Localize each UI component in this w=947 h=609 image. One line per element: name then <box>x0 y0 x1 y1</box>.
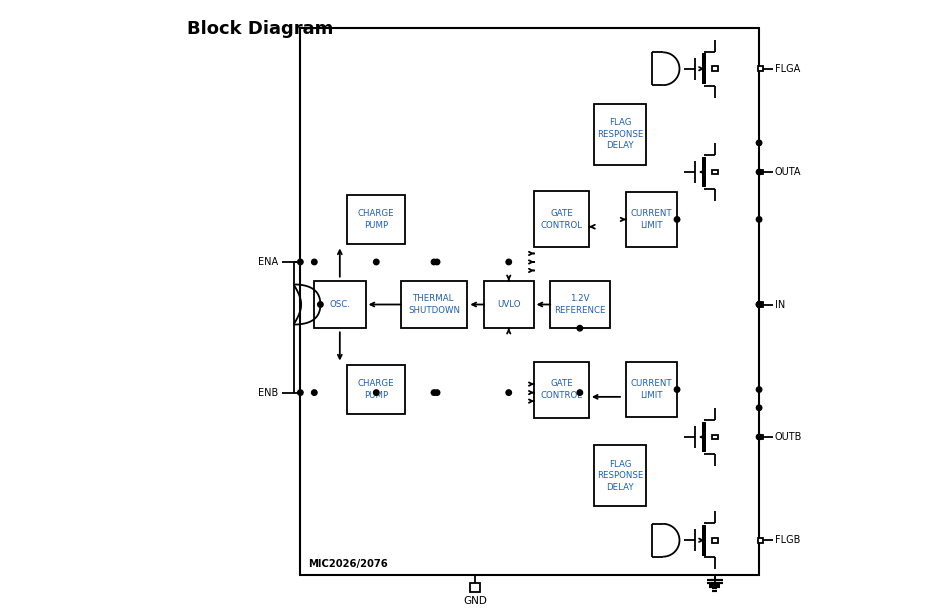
Bar <box>534 362 589 418</box>
Circle shape <box>435 390 439 395</box>
Circle shape <box>431 259 437 265</box>
Text: OUTA: OUTA <box>775 167 801 177</box>
Circle shape <box>757 405 761 410</box>
Circle shape <box>506 259 511 265</box>
Circle shape <box>674 217 680 222</box>
Bar <box>712 66 719 71</box>
Text: CURRENT
LIMIT: CURRENT LIMIT <box>631 379 672 400</box>
Text: GND: GND <box>463 596 488 606</box>
Text: IN: IN <box>775 300 785 309</box>
Circle shape <box>317 302 323 307</box>
Text: GATE
CONTROL: GATE CONTROL <box>541 379 582 400</box>
Circle shape <box>757 140 761 146</box>
Bar <box>534 191 589 247</box>
Circle shape <box>373 259 379 265</box>
Bar <box>348 195 405 244</box>
Text: CURRENT
LIMIT: CURRENT LIMIT <box>631 209 672 230</box>
Text: OSC.: OSC. <box>330 300 350 309</box>
Bar <box>300 28 759 575</box>
Circle shape <box>674 387 680 392</box>
Bar <box>759 538 763 543</box>
Bar <box>626 192 677 247</box>
Bar <box>759 170 763 174</box>
Text: OUTB: OUTB <box>775 432 802 442</box>
Text: THERMAL
SHUTDOWN: THERMAL SHUTDOWN <box>408 294 460 315</box>
Bar <box>759 302 763 307</box>
Circle shape <box>373 390 379 395</box>
Bar <box>759 435 763 439</box>
Circle shape <box>312 259 317 265</box>
Circle shape <box>297 259 303 265</box>
Bar <box>314 281 366 328</box>
Circle shape <box>757 302 761 307</box>
Text: FLAG
RESPONSE
DELAY: FLAG RESPONSE DELAY <box>597 460 643 492</box>
Bar <box>550 281 610 328</box>
Circle shape <box>312 390 317 395</box>
Circle shape <box>577 390 582 395</box>
Bar <box>712 435 719 439</box>
Text: UVLO: UVLO <box>497 300 521 309</box>
Bar <box>594 445 646 506</box>
Text: MIC2026/2076: MIC2026/2076 <box>308 559 388 569</box>
Text: ENA: ENA <box>258 257 277 267</box>
Circle shape <box>431 390 437 395</box>
Bar <box>712 170 719 174</box>
Text: ENB: ENB <box>258 387 277 398</box>
Circle shape <box>297 390 303 395</box>
Text: 1.2V
REFERENCE: 1.2V REFERENCE <box>554 294 605 315</box>
Circle shape <box>506 390 511 395</box>
Circle shape <box>577 325 582 331</box>
Circle shape <box>757 434 761 440</box>
Bar <box>401 281 468 328</box>
Circle shape <box>757 302 761 307</box>
Bar <box>759 66 763 71</box>
Bar <box>626 362 677 417</box>
Text: CHARGE
PUMP: CHARGE PUMP <box>358 209 395 230</box>
Circle shape <box>757 217 761 222</box>
Text: FLAG
RESPONSE
DELAY: FLAG RESPONSE DELAY <box>597 118 643 150</box>
Bar <box>348 365 405 414</box>
Circle shape <box>757 169 761 175</box>
Bar <box>484 281 534 328</box>
Circle shape <box>435 259 439 265</box>
Text: GATE
CONTROL: GATE CONTROL <box>541 209 582 230</box>
Text: FLGB: FLGB <box>775 535 800 545</box>
Bar <box>471 583 480 592</box>
Text: CHARGE
PUMP: CHARGE PUMP <box>358 379 395 400</box>
Text: Block Diagram: Block Diagram <box>187 20 333 38</box>
Bar <box>594 104 646 165</box>
Circle shape <box>757 387 761 392</box>
Bar <box>712 538 719 543</box>
Text: FLGA: FLGA <box>775 64 800 74</box>
